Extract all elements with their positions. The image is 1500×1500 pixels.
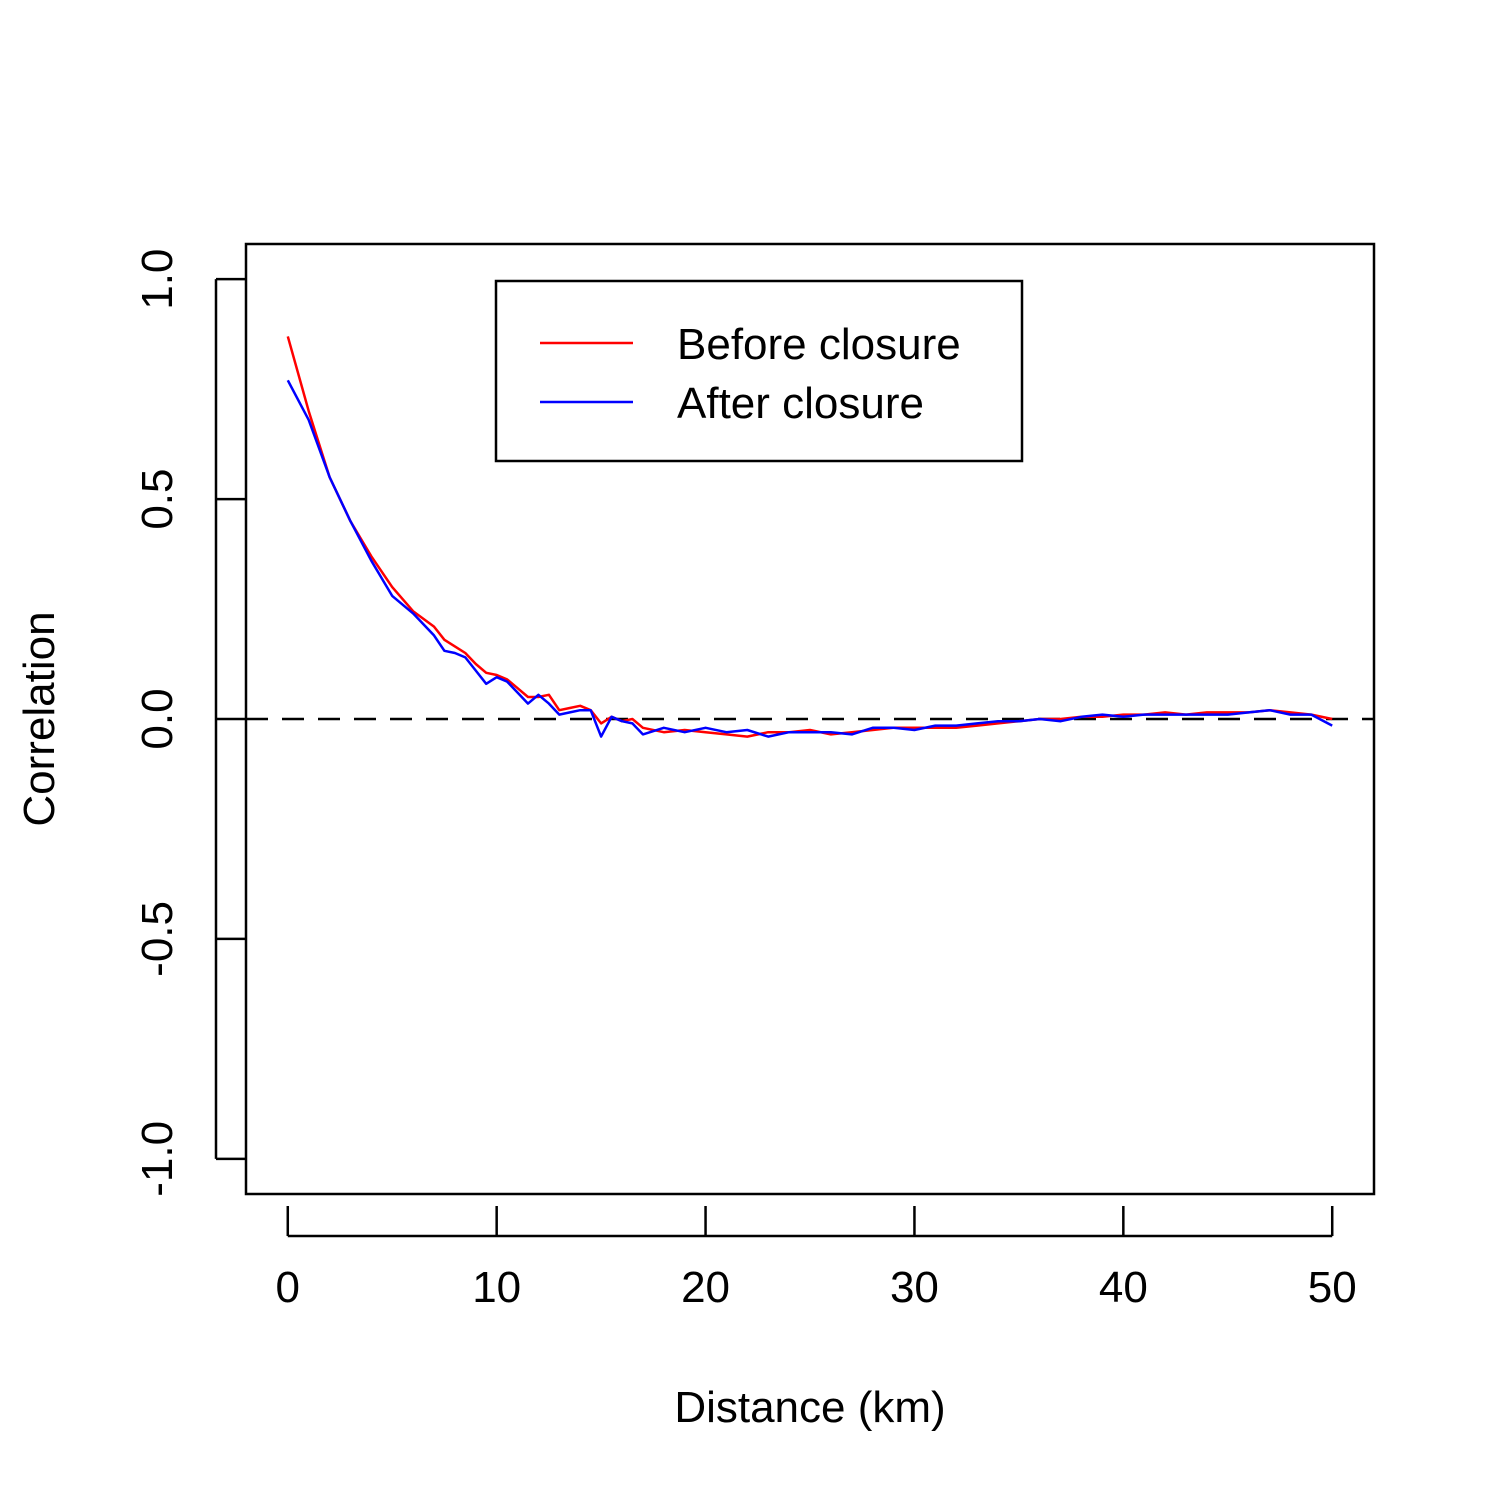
x-tick-label: 40 [1099, 1263, 1148, 1312]
y-tick-label: 1.0 [133, 249, 182, 310]
legend-label-before-closure: Before closure [677, 320, 961, 369]
series-line-after-closure [286, 379, 1333, 738]
x-axis-label: Distance (km) [674, 1383, 945, 1432]
x-tick-label: 10 [472, 1263, 521, 1312]
y-tick-label: -0.5 [133, 901, 182, 977]
y-tick-label: 0.0 [133, 688, 182, 749]
x-axis: 0 10 20 30 40 50 [276, 1206, 1357, 1312]
x-tick-label: 0 [276, 1263, 300, 1312]
y-axis-label: Correlation [15, 611, 64, 826]
legend-label-after-closure: After closure [677, 379, 924, 428]
legend-box [494, 279, 1024, 463]
x-tick-label: 20 [681, 1263, 730, 1312]
x-tick-label: 50 [1308, 1263, 1357, 1312]
legend: Before closure After closure [494, 279, 1024, 463]
series-layer [286, 336, 1333, 738]
y-tick-label: -1.0 [133, 1121, 182, 1197]
x-tick-label: 30 [890, 1263, 939, 1312]
y-tick-label: 0.5 [133, 469, 182, 530]
y-axis: -1.0 -0.5 0.0 0.5 1.0 [133, 249, 246, 1197]
series-line-before-closure [286, 336, 1333, 738]
